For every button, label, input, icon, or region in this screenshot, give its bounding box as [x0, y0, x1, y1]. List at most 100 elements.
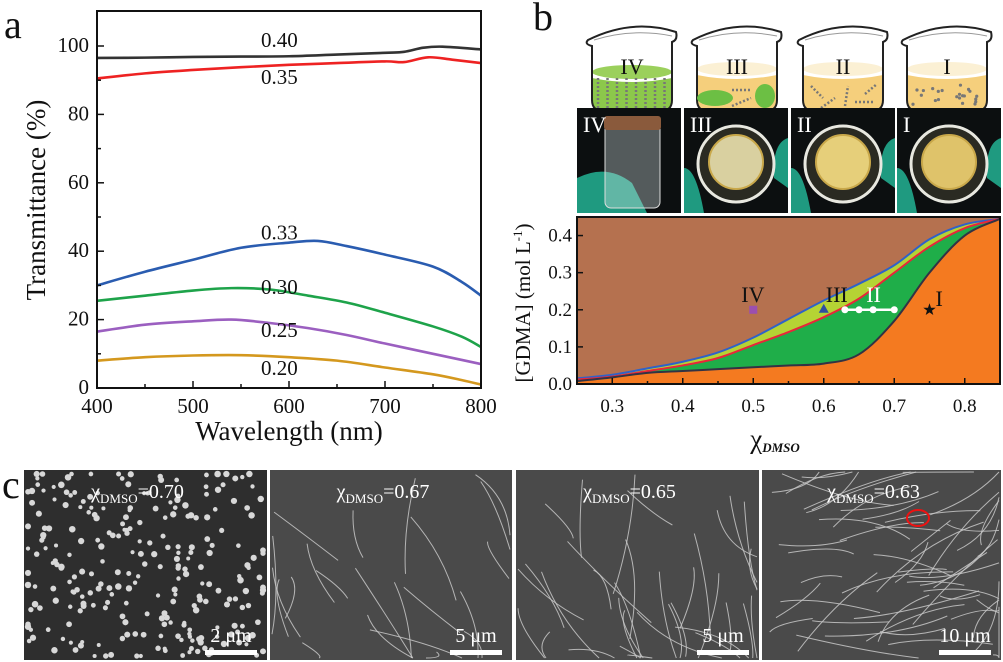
series-line-0.33 [96, 239, 482, 297]
y-tick-label: 60 [68, 170, 89, 194]
series-line-0.20 [96, 353, 482, 386]
particle-chain [742, 603, 754, 659]
photo-III: III [684, 108, 788, 213]
nanoparticle [92, 653, 97, 659]
nanoparticle [248, 512, 255, 519]
particle-chain [480, 481, 511, 550]
nanoparticle [137, 550, 144, 557]
particle-chain [946, 523, 1000, 532]
series-line-0.30 [96, 286, 482, 349]
nanoparticle [37, 605, 43, 611]
particle-chain [912, 539, 998, 625]
nanoparticle [80, 639, 85, 645]
particle-chain [579, 479, 583, 558]
nanoparticle [52, 558, 58, 564]
particle-chain [930, 471, 1000, 516]
nanoparticle [28, 606, 34, 613]
nanoparticle [88, 571, 95, 577]
particle [915, 88, 919, 92]
nanoparticle [88, 471, 94, 477]
particle-chain [670, 602, 687, 657]
nanoparticle [119, 635, 126, 642]
nanoparticle [98, 581, 104, 587]
particle-chain [906, 581, 965, 586]
sem-content [762, 470, 1001, 660]
particle-chain [769, 618, 813, 633]
nanoparticle [123, 600, 129, 606]
nanoparticle [67, 579, 72, 585]
nanoparticle [170, 511, 177, 518]
nanoparticle [176, 493, 181, 498]
photo-label: II [797, 112, 812, 137]
particle-chain [939, 594, 981, 600]
x-tick-label: 0.8 [953, 396, 977, 417]
particle-chain [898, 568, 947, 573]
nanoparticle [77, 537, 85, 545]
nanoparticle [130, 550, 135, 555]
x-axis-title: Wavelength (nm) [195, 416, 383, 446]
nanoparticle [186, 556, 191, 561]
particle-chain [627, 654, 653, 659]
particle [940, 88, 944, 93]
particle-chain [803, 471, 911, 510]
y-axis-title-end: ) [511, 224, 535, 231]
nanoparticle [232, 596, 239, 602]
nanoparticle [100, 559, 105, 564]
nanoparticle [96, 642, 101, 647]
particle-chain [888, 639, 993, 646]
scale-bar-label: 10 μm [939, 625, 991, 647]
glove [986, 138, 1001, 188]
nanoparticle [63, 489, 70, 496]
nanoparticle [33, 470, 40, 478]
particle-chain [352, 510, 364, 558]
nanoparticle [182, 502, 189, 509]
particle-chain [315, 570, 349, 599]
y-tick-label: 0.1 [548, 337, 572, 358]
nanoparticle [45, 525, 53, 532]
chi-subscript: DMSO [836, 491, 874, 506]
nanoparticle [202, 645, 208, 652]
particle-chain [975, 581, 1000, 651]
nanoparticle [206, 549, 213, 557]
beaker-label: IV [620, 54, 643, 79]
nanoparticle [187, 631, 192, 637]
nanoparticle [257, 495, 264, 503]
beaker-rim [698, 32, 778, 41]
nanoparticle [62, 501, 69, 509]
nanoparticle [173, 555, 180, 562]
nanoparticle [228, 631, 235, 638]
sem-background [516, 470, 759, 660]
nanoparticle [196, 636, 202, 642]
nanoparticle [214, 470, 221, 478]
y-tick-label: 80 [68, 101, 89, 125]
nanoparticle [246, 470, 253, 478]
nanoparticle [181, 622, 187, 628]
particle-chain [302, 642, 321, 659]
nanoparticle [204, 472, 209, 478]
chi-subscript: DMSO [100, 491, 138, 506]
particle-chain [950, 609, 1000, 620]
nanoparticle [106, 530, 112, 536]
nanoparticle [235, 629, 241, 635]
particle-chain [880, 627, 946, 636]
nanoparticle [41, 525, 48, 531]
nanoparticle [176, 550, 181, 555]
particle-chain [541, 571, 600, 659]
marker-circle [869, 306, 877, 314]
nanoparticle [79, 594, 85, 599]
series-label: 0.33 [261, 220, 298, 244]
nanoparticle [50, 585, 57, 592]
nanoparticle [204, 491, 209, 497]
nanoparticle [187, 650, 192, 655]
particle-chain [271, 535, 277, 635]
particle-chain [425, 651, 440, 659]
nanoparticle [239, 604, 246, 611]
nanoparticle [259, 590, 265, 596]
chi-dmso-label: χDMSO=0.65 [582, 481, 676, 506]
nanoparticle [174, 477, 180, 483]
scale-bar [205, 650, 257, 655]
nanoparticle [98, 543, 105, 550]
particle-chain [622, 610, 638, 659]
particle-chain [729, 495, 758, 583]
axis-ticks: 400 500 600 700 800 0 20 40 60 80 100 [58, 33, 497, 418]
